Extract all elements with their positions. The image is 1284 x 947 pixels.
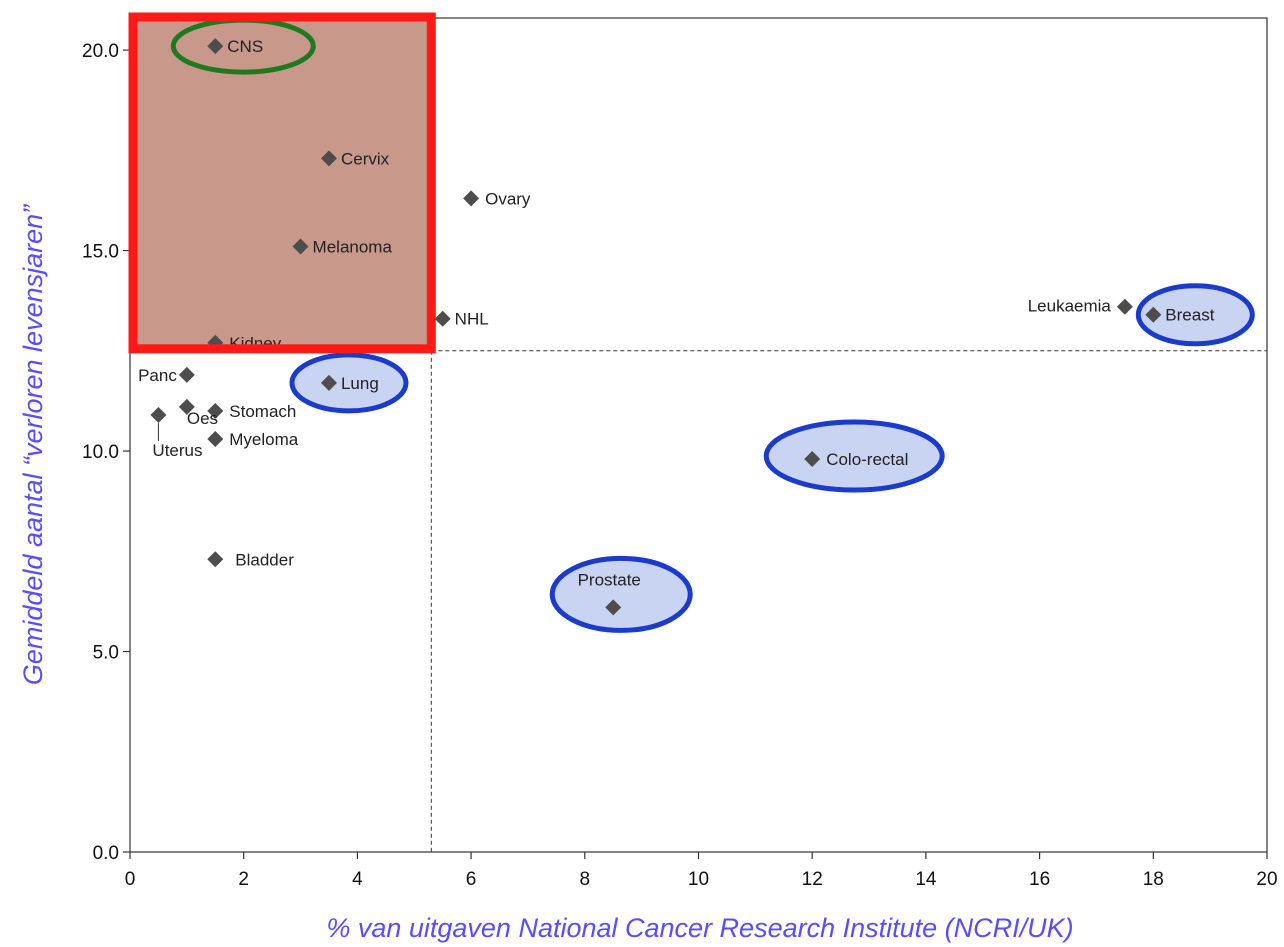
data-point-myeloma: [207, 431, 224, 448]
point-label-oes: Oes: [187, 409, 218, 428]
x-tick-label: 0: [125, 869, 136, 890]
data-point-melanoma: [292, 238, 309, 255]
point-label-nhl: NHL: [455, 310, 489, 329]
data-point-lung: [320, 374, 337, 391]
data-point-bladder: [207, 551, 224, 568]
x-tick-label: 14: [915, 869, 937, 890]
highlight-ellipse-colo-rectal: [763, 419, 945, 493]
data-point-panc: [178, 366, 195, 383]
y-tick-label: 0.0: [93, 843, 119, 864]
data-point-uterus: [150, 406, 167, 423]
x-tick-label: 10: [688, 869, 709, 890]
x-tick-label: 18: [1143, 869, 1164, 890]
data-point-colo-rectal: [804, 451, 821, 468]
point-label-melanoma: Melanoma: [313, 238, 393, 257]
point-label-cervix: Cervix: [341, 149, 390, 168]
point-label-myeloma: Myeloma: [229, 430, 299, 449]
point-label-breast: Breast: [1165, 306, 1214, 325]
y-tick-label: 15.0: [82, 242, 119, 263]
highlight-ellipse-breast: [1135, 283, 1255, 347]
point-label-panc: Panc: [138, 366, 177, 385]
x-tick-label: 4: [352, 869, 363, 890]
point-label-cns: CNS: [227, 37, 263, 56]
x-tick-label: 12: [802, 869, 823, 890]
y-tick-label: 10.0: [82, 442, 119, 463]
highlight-ellipse-lung: [289, 352, 409, 414]
point-label-bladder: Bladder: [235, 550, 294, 569]
x-tick-label: 16: [1029, 869, 1050, 890]
point-label-leukaemia: Leukaemia: [1028, 297, 1112, 316]
point-label-lung: Lung: [341, 374, 379, 393]
highlight-region-fill: [130, 18, 432, 351]
data-point-leukaemia: [1116, 298, 1133, 315]
y-tick-label: 5.0: [93, 643, 119, 664]
data-point-ovary: [463, 190, 480, 207]
x-tick-label: 8: [580, 869, 591, 890]
data-point-prostate: [605, 599, 622, 616]
data-point-breast: [1145, 306, 1162, 323]
highlight-ellipse-prostate: [549, 555, 693, 633]
y-axis-title: Gemiddeld aantal “verloren levensjaren”: [18, 204, 48, 685]
point-label-ovary: Ovary: [485, 189, 531, 208]
x-tick-label: 20: [1256, 869, 1277, 890]
x-tick-label: 2: [238, 869, 249, 890]
data-point-cervix: [320, 150, 337, 167]
point-label-prostate: Prostate: [578, 570, 641, 589]
x-axis-title: % van uitgaven National Cancer Research …: [326, 913, 1073, 943]
data-point-stomach: [207, 402, 224, 419]
y-tick-label: 20.0: [82, 41, 119, 62]
data-point-cns: [207, 38, 224, 55]
point-label-stomach: Stomach: [229, 402, 296, 421]
data-point-oes: [178, 398, 195, 415]
highlight-region-border: [128, 12, 436, 354]
data-point-nhl: [434, 310, 451, 327]
x-tick-label: 6: [466, 869, 477, 890]
point-label-colo-rectal: Colo-rectal: [826, 450, 908, 469]
point-label-uterus: Uterus: [152, 441, 202, 460]
